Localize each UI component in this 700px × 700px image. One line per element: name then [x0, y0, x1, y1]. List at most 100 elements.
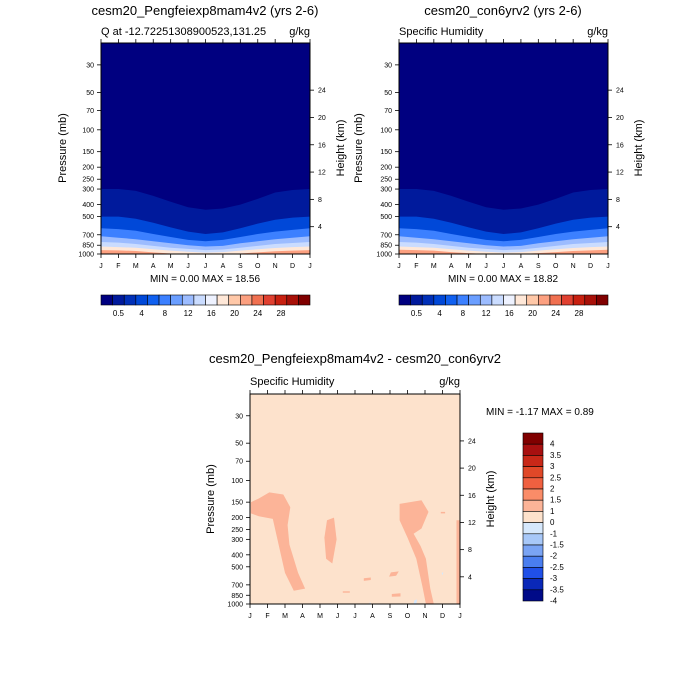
panel3-colorbar-swatch — [522, 443, 544, 456]
panel3-colorbar-swatch — [522, 432, 544, 445]
panel3-positive-region — [389, 571, 399, 577]
panel1-colorbar-swatch — [135, 294, 148, 306]
panel1-xtick-label: J — [99, 263, 103, 270]
panel3-ytick-label: 300 — [231, 537, 243, 544]
panel1-colorbar-swatch — [181, 294, 195, 306]
panel2-xtick-label: S — [536, 263, 541, 270]
panel2-colorbar-swatch — [561, 294, 574, 306]
panel1-ytick-label: 70 — [86, 108, 94, 115]
panel3-colorbar-label: -4 — [550, 597, 558, 606]
panel2-ytick-right-label: 20 — [616, 115, 624, 122]
panel2-colorbar-swatch — [584, 294, 597, 306]
panel3-colorbar-swatch — [522, 567, 544, 579]
panel3-xtick-label: O — [405, 613, 411, 620]
panel3-colorbar-label: 4 — [550, 440, 555, 449]
panel3-colorbar-swatch — [522, 466, 544, 479]
panel3-colorbar-label: -2 — [550, 552, 558, 561]
panel1-xtick-label: O — [255, 263, 261, 270]
panel1-ytick-label: 250 — [82, 177, 94, 184]
panel1-xtick-label: A — [221, 263, 226, 270]
panel1-xtick-label: F — [116, 263, 120, 270]
panel1-ytick-label: 150 — [82, 149, 94, 156]
panel2-xtick-label: J — [502, 263, 506, 270]
panel1-colorbar-label: 24 — [253, 309, 262, 318]
panel2-colorbar-label: 0.5 — [411, 309, 423, 318]
panel3-units: g/kg — [439, 376, 460, 388]
panel1-colorbar-label: 8 — [163, 309, 168, 318]
panel3-stats: MIN = -1.17 MAX = 0.89 — [486, 407, 594, 418]
panel1-ytick-label: 200 — [82, 165, 94, 172]
panel3-colorbar-swatch — [522, 555, 544, 568]
panel-top-right: cesm20_con6yrv2 (yrs 2-6) Specific Humid… — [353, 3, 645, 318]
panel2-colorbar-swatch — [572, 294, 586, 306]
panel3-positive-region — [456, 520, 460, 604]
panel3-xtick-label: D — [440, 613, 445, 620]
panel3-positive-region — [250, 492, 306, 591]
panel3-xtick-label: S — [388, 613, 393, 620]
panel3-xtick-label: N — [422, 613, 427, 620]
panel2-ytick-label: 400 — [380, 202, 392, 209]
panel1-colorbar-swatch — [228, 294, 241, 306]
panel2-stats: MIN = 0.00 MAX = 18.82 — [448, 274, 558, 285]
panel3-ytick-right-label: 24 — [468, 438, 476, 445]
panel2-colorbar-label: 28 — [575, 309, 584, 318]
panel3-colorbar-swatch — [522, 578, 544, 591]
panel3-ytick-label: 850 — [231, 593, 243, 600]
panel3-ytick-right-label: 16 — [468, 493, 476, 500]
panel1-ytick-label: 30 — [86, 62, 94, 69]
panel1-colorbar-swatch — [286, 294, 299, 306]
panel3-colorbar-label: 2.5 — [550, 473, 562, 482]
panel1-ytick-label: 50 — [86, 90, 94, 97]
panel3-colorbar-label: -3.5 — [550, 585, 564, 594]
panel3-colorbar-swatch — [522, 511, 544, 523]
panel1-colorbar-swatch — [240, 294, 253, 306]
panel1-colorbar-swatch — [112, 294, 125, 306]
panel3-xtick-label: F — [265, 613, 269, 620]
panel2-xtick-label: J — [606, 263, 610, 270]
panel2-colorbar-label: 20 — [528, 309, 537, 318]
panel1-colorbar-label: 4 — [139, 309, 144, 318]
panel1-ytick-label: 700 — [82, 232, 94, 239]
panel3-ytick-label: 700 — [231, 582, 243, 589]
panel2-ytick-label: 30 — [384, 62, 392, 69]
panel3-colorbar-swatch — [522, 589, 544, 602]
panel3-positive-region — [391, 593, 401, 597]
panel-top-left: cesm20_Pengfeiexp8mam4v2 (yrs 2-6) Q at … — [57, 3, 347, 318]
panel1-ytick-right-label: 12 — [318, 170, 326, 177]
panel1-colorbar-swatch — [158, 294, 171, 306]
panel2-colorbar-label: 4 — [437, 309, 442, 318]
panel3-positive-region — [363, 577, 371, 581]
panel3-negative-spot — [441, 572, 444, 576]
panel3-colorbar-swatch — [522, 533, 544, 546]
panel2-ytick-label: 50 — [384, 90, 392, 97]
panel1-xtick-label: S — [238, 263, 243, 270]
panel2-colorbar: 0.5 4 8 12 16 20 24 28 — [398, 294, 609, 318]
panel1-contour-band — [101, 250, 310, 254]
panel2-colorbar-swatch — [596, 294, 609, 306]
panel3-ytick-right-label: 20 — [468, 466, 476, 473]
panel1-colorbar-swatch — [100, 294, 113, 306]
panel1-ylabel: Pressure (mb) — [57, 113, 69, 183]
panel2-title: cesm20_con6yrv2 (yrs 2-6) — [424, 3, 582, 18]
panel2-colorbar-swatch — [503, 294, 516, 306]
panel2-xtick-label: A — [519, 263, 524, 270]
panel2-xtick-label: A — [449, 263, 454, 270]
panel1-colorbar-swatch — [205, 294, 218, 306]
panel3-ytick-right-label: 12 — [468, 520, 476, 527]
panel2-units: g/kg — [587, 26, 608, 38]
panel1-colorbar-label: 28 — [277, 309, 286, 318]
panel1-ytick-label: 500 — [82, 214, 94, 221]
panel2-colorbar-label: 24 — [551, 309, 560, 318]
panel1-xtick-label: J — [204, 263, 208, 270]
panel3-xtick-label: A — [370, 613, 375, 620]
panel2-xtick-label: F — [414, 263, 418, 270]
panel1-ytick-right-label: 20 — [318, 115, 326, 122]
panel3-colorbar-label: 3.5 — [550, 451, 562, 460]
panel1-ytick-right-label: 24 — [318, 88, 326, 95]
panel1-xtick-label: A — [151, 263, 156, 270]
panel2-ytick-right-label: 16 — [616, 142, 624, 149]
panel3-ylabel: Pressure (mb) — [205, 464, 217, 534]
panel3-xtick-label: A — [300, 613, 305, 620]
panel2-colorbar-swatch — [468, 294, 481, 306]
panel3-colorbar-label: 2 — [550, 485, 555, 494]
